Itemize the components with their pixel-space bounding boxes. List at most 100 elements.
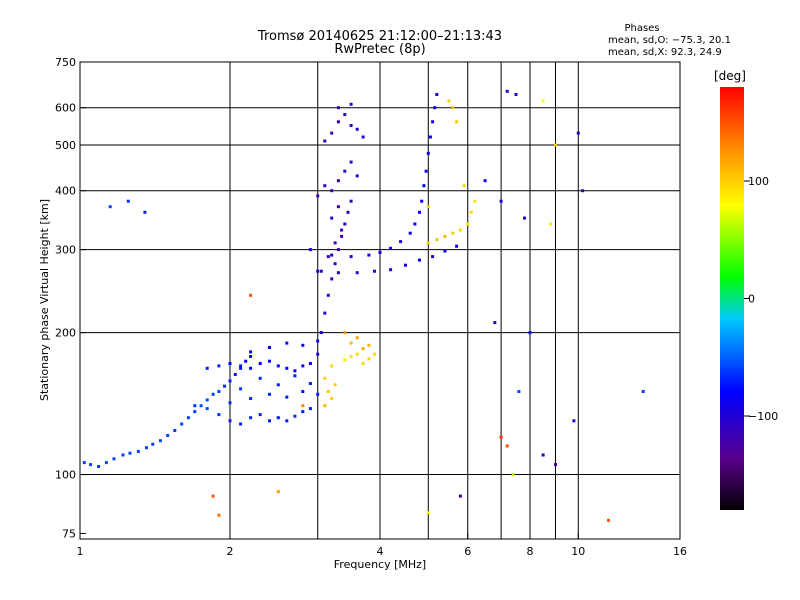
data-point — [336, 248, 340, 252]
data-point — [435, 93, 439, 96]
data-point — [268, 359, 271, 363]
phase-stats-o: mean, sd,O: −75.3, 20.1 — [608, 35, 731, 46]
data-point — [228, 362, 232, 365]
axis-ticks — [79, 61, 681, 539]
data-point — [413, 222, 417, 226]
data-point — [433, 106, 437, 110]
data-point — [511, 473, 515, 477]
y-tick-label: 100 — [55, 469, 76, 482]
data-point — [276, 416, 280, 420]
data-point — [408, 231, 412, 235]
data-point — [330, 253, 334, 257]
y-tick-label: 300 — [55, 244, 76, 257]
data-point — [361, 362, 365, 365]
data-point — [420, 199, 424, 203]
data-point — [607, 518, 610, 522]
data-point — [145, 446, 148, 450]
x-tick-label: 1 — [77, 545, 84, 558]
data-point — [128, 451, 132, 455]
data-point — [422, 184, 426, 188]
data-point — [499, 435, 503, 439]
data-point — [554, 143, 557, 147]
data-point — [466, 222, 470, 226]
data-point — [458, 228, 462, 232]
data-point — [505, 444, 509, 448]
y-tick-label: 400 — [55, 185, 76, 198]
data-point — [528, 331, 532, 335]
y-tick-labels: 75 100 200 300 400 500 600 750 — [55, 56, 76, 540]
data-point — [239, 366, 243, 370]
data-point — [399, 240, 403, 244]
data-point — [451, 231, 455, 235]
data-point — [239, 422, 243, 426]
data-point — [239, 387, 243, 391]
data-point — [121, 453, 125, 457]
data-point — [244, 359, 248, 363]
data-point — [451, 106, 455, 110]
data-point — [343, 331, 347, 335]
data-point — [418, 210, 421, 214]
data-point — [330, 397, 334, 400]
data-point — [158, 439, 162, 443]
data-point — [361, 347, 365, 351]
data-point — [330, 216, 334, 220]
data-point — [554, 463, 557, 467]
data-point — [333, 383, 337, 387]
data-point — [249, 293, 253, 297]
data-point — [572, 419, 576, 423]
data-point — [316, 392, 320, 396]
y-tick-label: 200 — [55, 327, 76, 340]
data-point — [367, 343, 371, 347]
data-point — [576, 131, 580, 135]
data-point — [361, 135, 365, 139]
data-point — [180, 422, 184, 426]
data-point — [301, 364, 305, 368]
phase-stats-heading: Phases — [624, 23, 659, 34]
y-tick-label: 600 — [55, 102, 76, 115]
chart-title: Tromsø 20140625 21:12:00–21:13:43 — [257, 29, 502, 44]
data-point — [349, 160, 353, 164]
data-point — [301, 410, 305, 414]
data-point — [166, 434, 170, 437]
data-point — [82, 461, 86, 465]
data-point — [367, 357, 371, 361]
data-point — [404, 263, 407, 267]
data-point — [355, 271, 359, 275]
x-tick-label: 8 — [527, 545, 534, 558]
data-point — [193, 410, 197, 414]
data-point — [323, 376, 327, 380]
data-point — [373, 352, 376, 356]
data-point — [249, 397, 253, 400]
data-point — [349, 199, 353, 203]
data-point — [330, 364, 334, 368]
data-point — [151, 442, 155, 446]
x-tick-label: 16 — [673, 545, 687, 558]
data-point — [349, 255, 353, 259]
data-point — [308, 362, 312, 365]
y-tick-label: 750 — [55, 56, 76, 69]
data-point — [326, 390, 330, 393]
data-point — [418, 258, 421, 262]
data-point — [355, 174, 359, 178]
y-tick-label: 500 — [55, 139, 76, 152]
data-point — [493, 321, 497, 325]
data-point — [193, 404, 197, 408]
data-point — [447, 99, 451, 103]
data-point — [389, 246, 393, 250]
data-point — [355, 336, 359, 340]
data-point — [323, 184, 327, 188]
chart-subtitle: RwPretec (8p) — [334, 42, 425, 57]
data-point — [285, 341, 289, 345]
data-point — [308, 382, 312, 385]
data-point — [205, 407, 209, 411]
data-point — [330, 277, 334, 281]
data-point — [301, 404, 305, 408]
data-point — [431, 120, 435, 124]
data-point — [228, 401, 232, 405]
data-point — [541, 453, 545, 457]
data-point — [346, 210, 350, 214]
data-point — [285, 366, 289, 370]
data-point — [293, 374, 297, 378]
data-point — [517, 390, 521, 393]
data-point — [228, 379, 232, 383]
